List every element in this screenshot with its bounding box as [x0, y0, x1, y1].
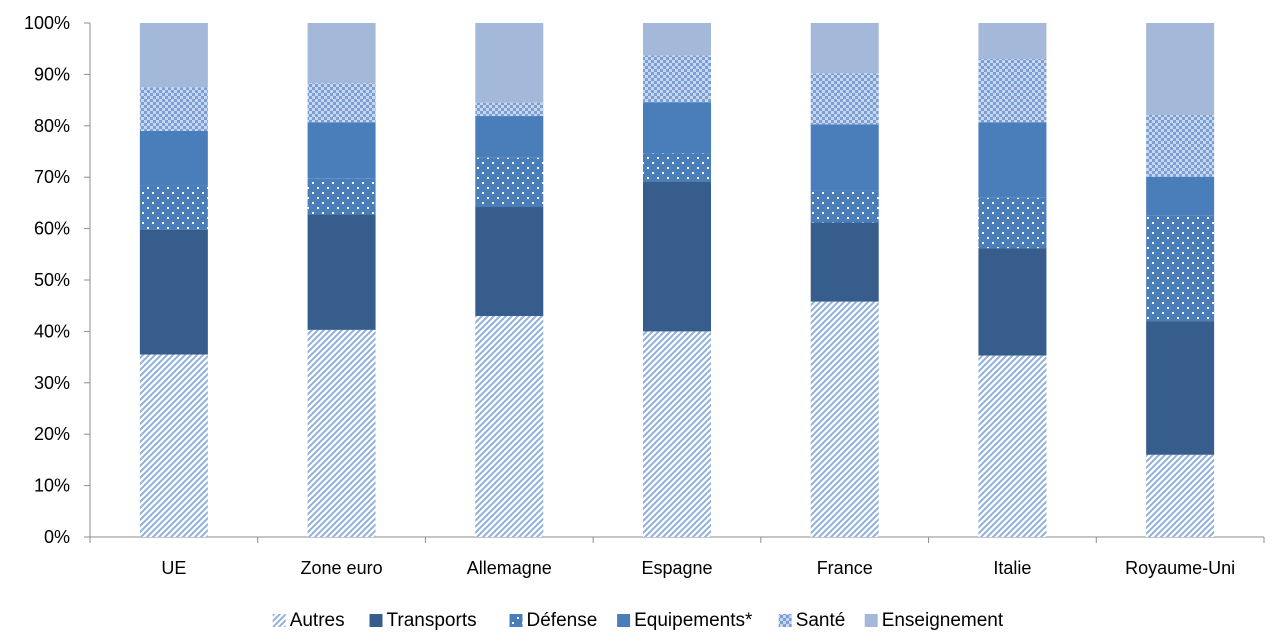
bar-segment	[978, 58, 1047, 123]
y-tick-label: 10%	[34, 476, 70, 496]
x-category-label: France	[817, 558, 873, 578]
bar-segment	[307, 178, 376, 215]
bar-segment	[810, 124, 879, 191]
bar-segment	[643, 181, 711, 332]
bar-segment	[978, 248, 1047, 356]
bar-segment	[307, 83, 376, 123]
bar-segment	[810, 23, 879, 74]
x-category-label: Zone euro	[301, 558, 383, 578]
bar-segment	[1146, 23, 1215, 116]
bar-segment	[810, 222, 879, 302]
bars	[139, 23, 1215, 537]
bar-segment	[643, 153, 711, 182]
bar-segment	[978, 197, 1047, 249]
bar-segment	[139, 130, 208, 186]
bar-segment	[475, 207, 544, 316]
bar-segment	[139, 23, 208, 88]
legend-label: Autres	[290, 610, 345, 631]
x-category-label: Espagne	[641, 558, 712, 578]
legend-label: Equipements*	[634, 610, 753, 631]
legend-swatch	[778, 614, 792, 627]
bar-segment	[139, 229, 208, 355]
bar-segment	[978, 23, 1047, 59]
bar-segment	[475, 23, 544, 103]
y-tick-label: 0%	[44, 527, 70, 547]
axis-labels: 0% 10% 20% 30% 40% 50% 60% 70% 80% 90% 100% UE Zone …	[24, 13, 1235, 578]
y-tick-label: 60%	[34, 219, 70, 239]
y-tick-label: 20%	[34, 424, 70, 444]
bar-segment	[978, 355, 1047, 537]
bar-segment	[1146, 321, 1215, 455]
bar-segment	[475, 157, 544, 208]
bar-segment	[810, 190, 879, 223]
y-tick-label: 100%	[24, 13, 70, 33]
legend-swatch	[864, 614, 878, 627]
legend-label: Défense	[527, 610, 598, 631]
bar-segment	[643, 55, 711, 103]
y-tick-label: 70%	[34, 167, 70, 187]
bar-segment	[307, 23, 376, 84]
bar-segment	[1146, 454, 1215, 537]
x-category-label: UE	[161, 558, 186, 578]
y-tick-label: 90%	[34, 64, 70, 84]
legend-label: Santé	[796, 610, 846, 631]
y-tick-label: 30%	[34, 373, 70, 393]
bar-segment	[810, 73, 879, 125]
bar-segment	[475, 102, 544, 117]
x-category-label: Allemagne	[467, 558, 552, 578]
bar-segment	[307, 122, 376, 179]
y-tick-label: 40%	[34, 321, 70, 341]
bar-segment	[643, 102, 711, 154]
bar-segment	[643, 331, 711, 537]
legend-label: Transports	[387, 610, 477, 631]
bar-segment	[810, 301, 879, 537]
bar-segment	[643, 23, 711, 56]
bar-segment	[307, 214, 376, 330]
legend-swatch	[369, 614, 383, 627]
y-tick-label: 50%	[34, 270, 70, 290]
bar-segment	[139, 185, 208, 230]
bar-segment	[978, 122, 1047, 198]
bar-segment	[1146, 115, 1215, 177]
bar-segment	[1146, 176, 1215, 216]
legend-swatch	[617, 614, 631, 627]
bar-segment	[475, 116, 544, 158]
x-category-label: Italie	[993, 558, 1031, 578]
y-tick-label: 80%	[34, 116, 70, 136]
bar-segment	[139, 354, 208, 537]
bar-segment	[475, 315, 544, 537]
legend-label: Enseignement	[882, 610, 1004, 631]
bar-segment	[307, 329, 376, 537]
legend: Autres Transports Défense Equipements* Santé…	[272, 610, 1004, 631]
legend-swatch	[509, 614, 523, 627]
legend-swatch	[272, 614, 286, 627]
bar-segment	[1146, 215, 1215, 322]
bar-segment	[139, 87, 208, 131]
x-category-label: Royaume-Uni	[1125, 558, 1235, 578]
